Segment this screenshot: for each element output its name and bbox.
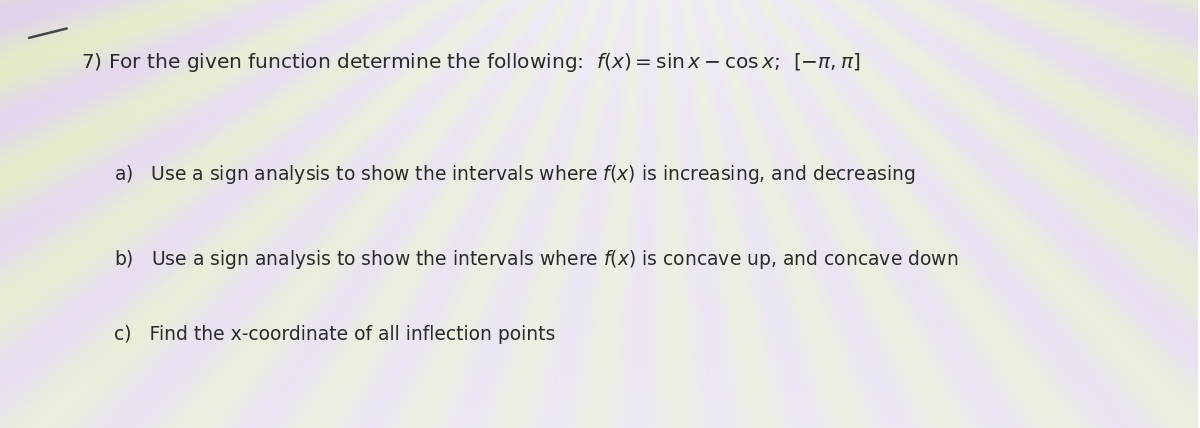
- Text: a)   Use a sign analysis to show the intervals where $f(x)$ is increasing, and d: a) Use a sign analysis to show the inter…: [114, 163, 916, 186]
- Text: b)   Use a sign analysis to show the intervals where $f(x)$ is concave up, and c: b) Use a sign analysis to show the inter…: [114, 248, 959, 271]
- Text: c)   Find the x-coordinate of all inflection points: c) Find the x-coordinate of all inflecti…: [114, 325, 556, 344]
- Text: 7) For the given function determine the following:  $f(x)=\sin x - \cos x$;  $[-: 7) For the given function determine the …: [82, 51, 860, 74]
